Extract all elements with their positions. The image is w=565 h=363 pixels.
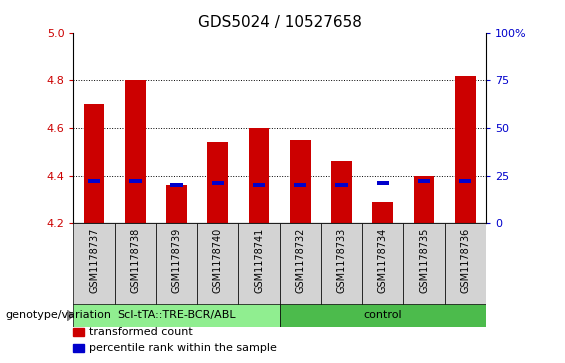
Bar [403,223,445,305]
Bar [321,223,362,305]
Bar [253,183,265,187]
Bar [171,183,182,187]
Text: ScI-tTA::TRE-BCR/ABL: ScI-tTA::TRE-BCR/ABL [118,310,236,321]
Bar [73,304,280,327]
Text: GSM1178738: GSM1178738 [131,227,140,293]
Bar [362,223,403,305]
Bar [125,80,146,223]
Bar [445,223,486,305]
Bar [238,223,280,305]
Text: transformed count: transformed count [89,327,193,337]
Bar [212,181,224,185]
Bar [459,179,471,183]
Text: GSM1178741: GSM1178741 [254,227,264,293]
Bar [414,176,434,223]
Text: GSM1178734: GSM1178734 [378,227,388,293]
Bar [294,183,306,187]
Text: GSM1178735: GSM1178735 [419,227,429,293]
Bar [84,104,105,223]
Bar [336,183,347,187]
Bar [73,223,115,305]
Text: GSM1178739: GSM1178739 [172,227,181,293]
Bar [156,223,197,305]
Bar [129,179,141,183]
Bar [166,185,187,223]
Bar [88,179,100,183]
Bar [207,142,228,223]
Bar [115,223,156,305]
Text: control: control [363,310,402,321]
Text: GSM1178740: GSM1178740 [213,227,223,293]
Text: GSM1178737: GSM1178737 [89,227,99,293]
Bar [280,223,321,305]
Text: GSM1178732: GSM1178732 [295,227,305,293]
Bar [377,181,389,185]
Bar [280,304,486,327]
Title: GDS5024 / 10527658: GDS5024 / 10527658 [198,15,362,30]
Bar [290,140,311,223]
Text: percentile rank within the sample: percentile rank within the sample [89,343,277,353]
Polygon shape [67,310,73,321]
Bar [197,223,238,305]
Text: GSM1178733: GSM1178733 [337,227,346,293]
Bar [455,76,476,223]
Bar [331,161,352,223]
Bar [418,179,430,183]
Bar [249,128,270,223]
Text: genotype/variation: genotype/variation [6,310,112,321]
Text: GSM1178736: GSM1178736 [460,227,470,293]
Bar [372,202,393,223]
